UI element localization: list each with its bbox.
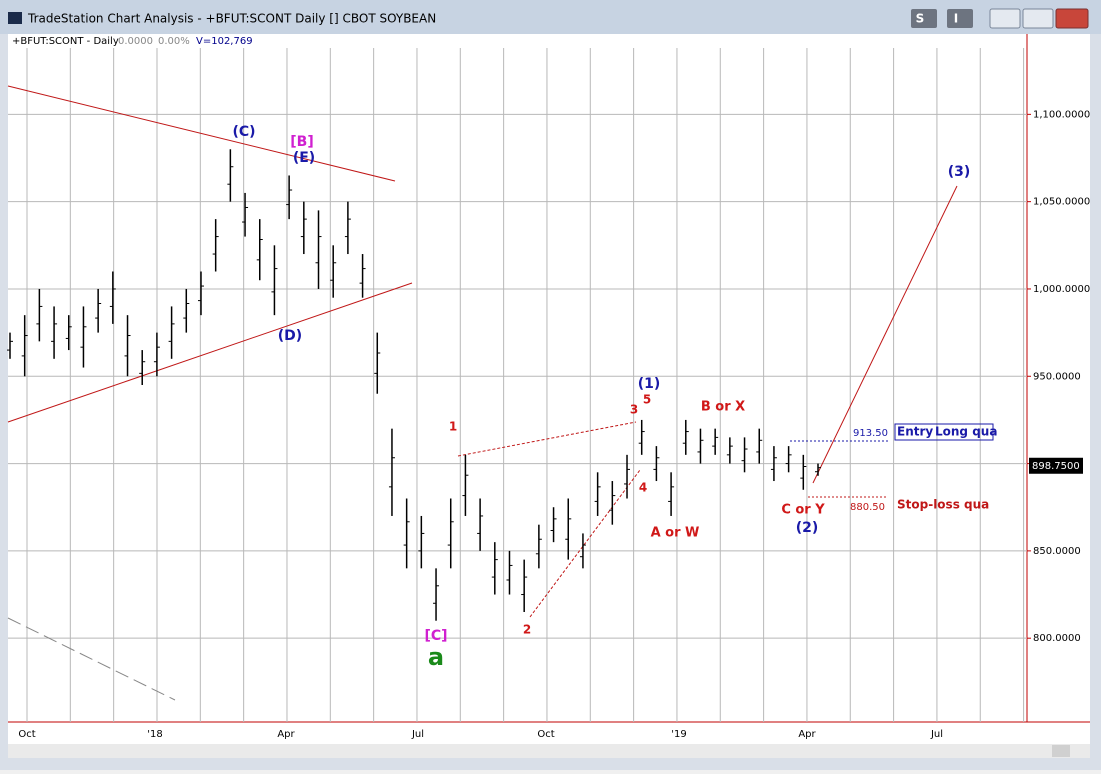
wave-label: A or W xyxy=(651,526,700,541)
x-tick-label: '19 xyxy=(671,729,686,740)
s-button-label: S xyxy=(916,12,925,26)
x-tick-label: Jul xyxy=(930,729,943,740)
minimize-button[interactable] xyxy=(989,8,1021,29)
x-tick-label: Oct xyxy=(537,729,554,740)
wave-label: [B] xyxy=(290,134,313,150)
volume-label: V=102,769 xyxy=(196,36,253,47)
change-label: 0.0000 xyxy=(118,36,153,47)
trendline xyxy=(7,85,396,182)
projection-line xyxy=(812,185,958,484)
i-button[interactable] xyxy=(947,9,973,28)
trendline xyxy=(7,282,413,423)
wave-label: (1) xyxy=(638,376,661,392)
dashed-line xyxy=(7,617,176,701)
price-bars xyxy=(7,149,821,621)
entry-box xyxy=(894,423,994,441)
app-icon xyxy=(8,12,22,24)
grid xyxy=(8,48,1031,722)
window-title: TradeStation Chart Analysis - +BFUT:SCON… xyxy=(27,12,436,26)
x-tick-label: '18 xyxy=(147,729,162,740)
wave-label: [C] xyxy=(424,628,447,644)
y-tick-label: 850.0000 xyxy=(1033,546,1081,557)
wave-label: (3) xyxy=(948,164,971,180)
stop-price: 880.50 xyxy=(850,502,885,513)
percent-label: 0.00% xyxy=(158,36,190,47)
i-button-label: I xyxy=(954,12,958,26)
wave-label: 4 xyxy=(639,481,647,495)
entry-label: Entry xyxy=(897,425,933,439)
trendline xyxy=(529,469,641,618)
maximize-button[interactable] xyxy=(1022,8,1054,29)
x-tick-label: Apr xyxy=(798,729,816,740)
wave-label: B or X xyxy=(701,400,745,415)
entry-label: Long qua xyxy=(935,425,997,439)
close-button[interactable] xyxy=(1055,8,1089,29)
x-tick-label: Apr xyxy=(277,729,295,740)
last-price-box xyxy=(1029,457,1083,474)
wave-label: 1 xyxy=(449,420,457,434)
last-price-label: 898.7500 xyxy=(1032,461,1080,472)
wave-label: (C) xyxy=(232,124,255,140)
y-tick-label: 1,000.0000 xyxy=(1033,284,1090,295)
x-tick-label: Jul xyxy=(411,729,424,740)
wave-label: (E) xyxy=(293,150,315,166)
stop-label: Stop-loss qua xyxy=(897,498,989,512)
y-tick-label: 950.0000 xyxy=(1033,371,1081,382)
scrollbar[interactable] xyxy=(8,744,1090,758)
annotations: (C) [B](E) (D) [C]a 1 2 35 4 (1) B or X A or W C or… xyxy=(232,124,970,671)
wave-label: (D) xyxy=(278,328,302,344)
s-button[interactable] xyxy=(911,9,937,28)
wave-label: (2) xyxy=(796,520,819,536)
y-tick-label: 1,050.0000 xyxy=(1033,197,1090,208)
wave-label: a xyxy=(428,643,444,671)
trendline xyxy=(457,421,637,457)
y-tick-label: 1,100.0000 xyxy=(1033,109,1090,120)
wave-label: 3 xyxy=(630,403,638,417)
symbol-label: +BFUT:SCONT - Daily xyxy=(12,36,119,47)
wave-label: 5 xyxy=(643,393,651,407)
trendlines xyxy=(7,85,958,701)
wave-label: 2 xyxy=(523,623,531,637)
x-tick-label: Oct xyxy=(18,729,35,740)
y-tick-label: 800.0000 xyxy=(1033,633,1081,644)
wave-label: C or Y xyxy=(781,503,825,518)
entry-price: 913.50 xyxy=(853,428,888,439)
scroll-thumb[interactable] xyxy=(1052,745,1070,757)
chart-area xyxy=(8,34,1090,744)
